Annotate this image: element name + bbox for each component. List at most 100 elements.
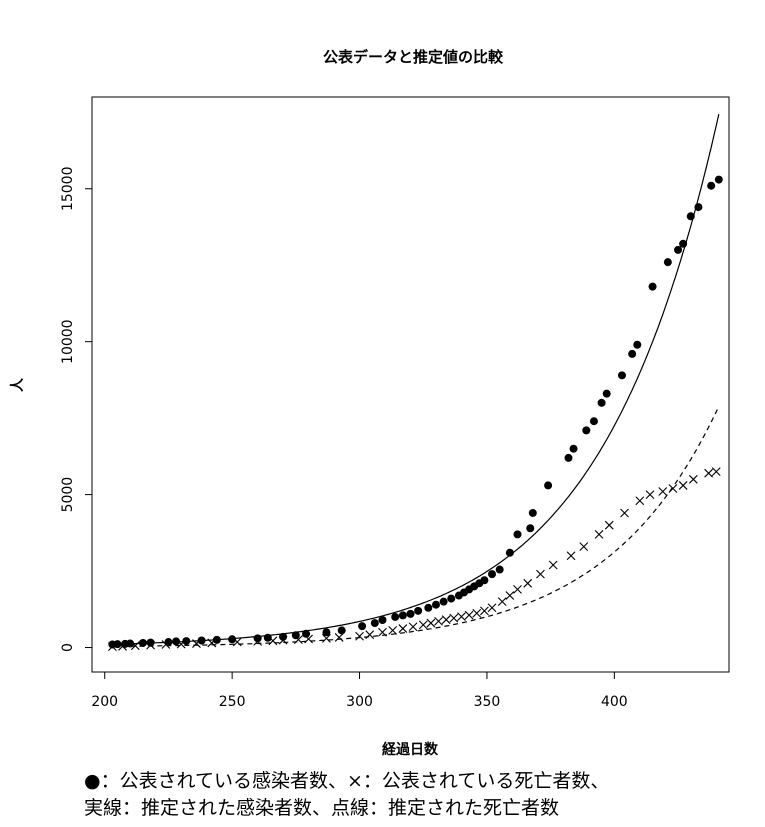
infection-point bbox=[488, 570, 497, 579]
plot-frame bbox=[91, 96, 730, 673]
y-tick-label: 10000 bbox=[60, 319, 76, 364]
y-tick-label: 5000 bbox=[60, 477, 76, 513]
death-point bbox=[472, 608, 482, 618]
infection-point bbox=[406, 609, 415, 618]
x-tick-label: 350 bbox=[474, 694, 501, 710]
death-point bbox=[207, 638, 217, 648]
infection-point bbox=[263, 633, 272, 642]
death-point bbox=[548, 560, 558, 570]
death-point bbox=[645, 490, 655, 499]
infection-point bbox=[138, 638, 147, 647]
infection-point bbox=[694, 203, 703, 212]
death-point bbox=[268, 636, 278, 646]
infection-point bbox=[480, 576, 489, 585]
infection-point bbox=[582, 426, 591, 435]
infection-point bbox=[513, 530, 522, 539]
infection-point bbox=[126, 639, 135, 648]
infection-point bbox=[113, 640, 122, 649]
death-point bbox=[523, 578, 533, 588]
death-point bbox=[293, 635, 303, 644]
death-point bbox=[355, 631, 364, 641]
death-point bbox=[658, 487, 668, 496]
death-point bbox=[566, 551, 576, 561]
death-point bbox=[304, 634, 313, 644]
death-point bbox=[505, 591, 515, 600]
death-point bbox=[232, 637, 242, 647]
infection-point bbox=[253, 634, 262, 643]
infection-point bbox=[564, 453, 573, 462]
y-tick-label: 15000 bbox=[60, 166, 76, 211]
infection-point bbox=[505, 548, 514, 557]
infection-point bbox=[358, 622, 367, 631]
death-point bbox=[513, 585, 522, 594]
infection-point bbox=[674, 245, 683, 254]
infection-point bbox=[337, 626, 346, 635]
death-point bbox=[711, 467, 721, 477]
infection-point bbox=[569, 444, 578, 453]
infection-point bbox=[686, 212, 695, 221]
death-point bbox=[480, 606, 489, 616]
death-point bbox=[278, 635, 288, 645]
death-point bbox=[365, 630, 375, 640]
death-point bbox=[536, 569, 545, 579]
infection-point bbox=[431, 600, 440, 609]
infection-point bbox=[212, 635, 221, 644]
death-point bbox=[418, 620, 428, 630]
death-point bbox=[192, 639, 201, 648]
infection-point bbox=[544, 481, 553, 490]
death-point bbox=[408, 622, 418, 632]
death-point bbox=[176, 639, 186, 649]
x-tick-label: 400 bbox=[601, 694, 628, 710]
infection-point bbox=[414, 606, 423, 615]
death-point bbox=[322, 633, 331, 643]
death-point bbox=[441, 615, 451, 625]
infection-point bbox=[526, 524, 535, 533]
x-tick-label: 250 bbox=[219, 694, 246, 710]
infection-point bbox=[424, 603, 433, 612]
infection-point bbox=[197, 636, 206, 645]
infection-point bbox=[291, 631, 300, 640]
infection-point bbox=[391, 612, 400, 621]
estimate-curves bbox=[112, 113, 720, 647]
infection-point bbox=[146, 638, 155, 647]
infection-point bbox=[182, 637, 191, 646]
death-point bbox=[434, 616, 443, 626]
death-point bbox=[118, 641, 127, 651]
infection-point bbox=[707, 181, 716, 190]
infection-point bbox=[302, 629, 311, 638]
x-tick-label: 200 bbox=[91, 694, 118, 710]
legend-line-1: ●：公表されている感染者数、×：公表されている死亡者数、 bbox=[84, 770, 610, 792]
data-points bbox=[107, 175, 723, 652]
death-point bbox=[146, 640, 155, 650]
death-point bbox=[457, 612, 466, 622]
y-axis: 0 5000 10000 15000 bbox=[60, 166, 93, 652]
death-point bbox=[604, 520, 614, 530]
death-point bbox=[704, 468, 714, 478]
death-point bbox=[398, 624, 408, 633]
death-point bbox=[620, 508, 629, 518]
death-point bbox=[426, 618, 436, 628]
infection-point bbox=[528, 508, 537, 517]
infection-point bbox=[663, 258, 672, 267]
death-point bbox=[253, 637, 263, 646]
x-tick-label: 300 bbox=[346, 694, 373, 710]
infection-point bbox=[447, 594, 456, 603]
infection-point bbox=[378, 616, 387, 625]
death-point bbox=[464, 610, 474, 620]
infection-point bbox=[602, 389, 611, 398]
infection-point bbox=[679, 239, 688, 248]
y-axis-label: 人 bbox=[9, 377, 26, 392]
death-point bbox=[161, 640, 171, 649]
infection-point bbox=[228, 635, 237, 644]
infection-point bbox=[597, 398, 606, 407]
death-point bbox=[678, 481, 688, 490]
comparison-chart: 公表データと推定値の比較 200 250 300 350 400 0 5000 10000 1… bbox=[9, 48, 730, 758]
infection-point bbox=[398, 611, 407, 620]
infection-point bbox=[617, 371, 626, 380]
death-point bbox=[334, 633, 344, 642]
infection-point bbox=[322, 628, 331, 637]
infection-point bbox=[648, 282, 657, 291]
infection-point bbox=[439, 597, 448, 606]
death-point bbox=[378, 627, 387, 637]
death-point bbox=[388, 626, 398, 635]
